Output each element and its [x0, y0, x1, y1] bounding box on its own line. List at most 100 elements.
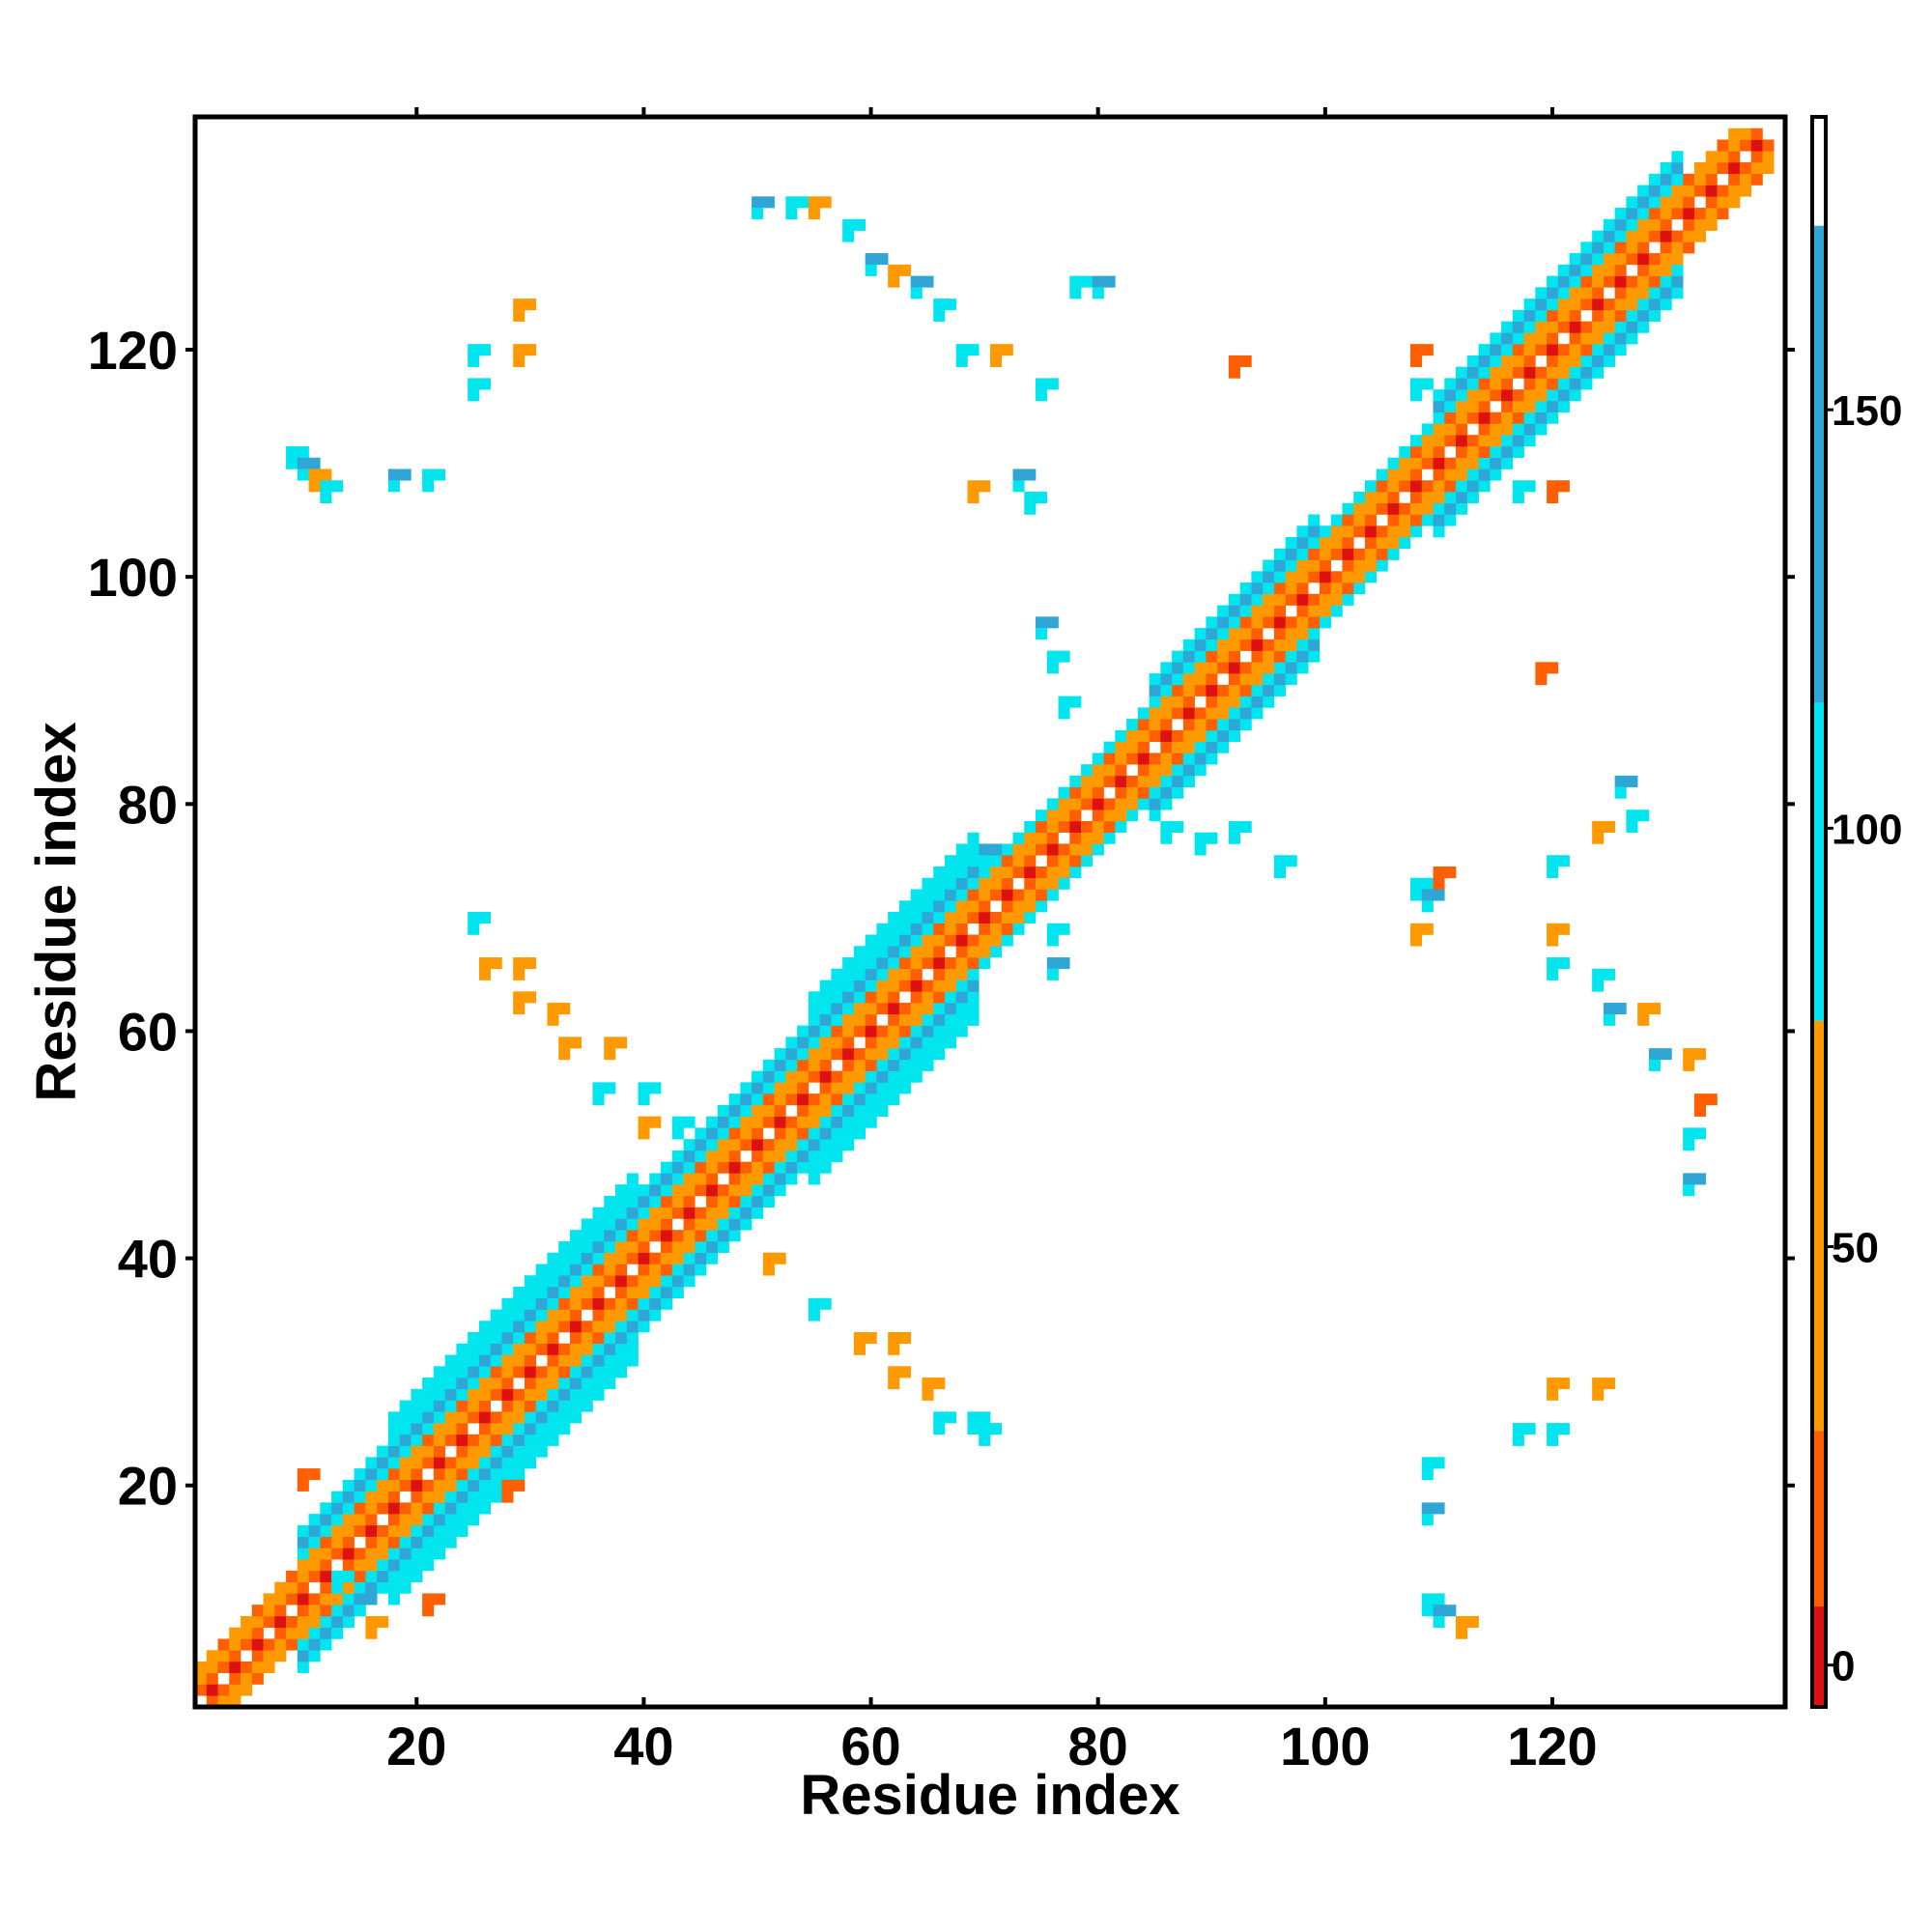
heatmap-cell: [955, 355, 968, 367]
heatmap-cell: [876, 957, 889, 970]
heatmap-cell: [1137, 729, 1150, 742]
heatmap-cell: [478, 1423, 491, 1435]
heatmap-cell: [979, 934, 991, 947]
heatmap-cell: [569, 1240, 582, 1254]
heatmap-cell: [558, 1309, 571, 1321]
heatmap-cell: [1683, 208, 1695, 220]
heatmap-cell: [649, 1082, 662, 1094]
heatmap-cell: [831, 1025, 843, 1037]
heatmap-cell: [626, 1286, 639, 1299]
heatmap-cell: [1285, 628, 1297, 640]
heatmap-cell: [320, 469, 332, 481]
heatmap-cell: [808, 1150, 820, 1162]
heatmap-cell: [1523, 366, 1536, 379]
heatmap-cell: [967, 843, 980, 856]
heatmap-cell: [411, 1423, 423, 1435]
heatmap-cell: [297, 1638, 309, 1651]
heatmap-cell: [626, 1354, 639, 1367]
heatmap-cell: [399, 1548, 412, 1560]
heatmap-cell: [433, 1491, 445, 1503]
heatmap-cell: [1399, 457, 1411, 469]
heatmap-cell: [922, 1003, 934, 1015]
heatmap-cell: [1547, 855, 1559, 867]
heatmap-cell: [888, 923, 900, 935]
heatmap-cell: [1001, 866, 1013, 879]
heatmap-cell: [331, 1581, 344, 1594]
heatmap-cell: [513, 1366, 526, 1378]
heatmap-cell: [728, 1127, 741, 1140]
heatmap-cell: [1512, 332, 1524, 345]
heatmap-cell: [468, 912, 480, 924]
heatmap-cell: [1172, 786, 1184, 799]
heatmap-cell: [217, 1661, 230, 1674]
heatmap-cell: [456, 1354, 469, 1367]
heatmap-cell: [411, 1434, 423, 1446]
heatmap-cell: [842, 1082, 855, 1094]
heatmap-cell: [1660, 196, 1672, 209]
heatmap-cell: [1206, 753, 1218, 765]
heatmap-cell: [547, 1343, 559, 1355]
heatmap-cell: [819, 1003, 832, 1015]
heatmap-cell: [1058, 820, 1070, 833]
heatmap-cell: [1637, 185, 1650, 197]
heatmap-cell: [1228, 707, 1240, 720]
heatmap-cell: [468, 355, 480, 367]
heatmap-cell: [661, 1184, 673, 1197]
heatmap-cell: [1660, 275, 1672, 288]
heatmap-cell: [490, 1343, 502, 1355]
heatmap-cell: [955, 968, 968, 980]
heatmap-cell: [898, 934, 911, 947]
heatmap-cell: [1523, 480, 1536, 493]
heatmap-cell: [524, 1309, 537, 1321]
heatmap-cell: [1490, 445, 1502, 459]
heatmap-cell: [365, 1524, 378, 1537]
heatmap-cell: [933, 1013, 946, 1026]
heatmap-cell: [615, 1343, 628, 1355]
heatmap-cell: [501, 1343, 514, 1355]
heatmap-cell: [1603, 321, 1615, 333]
heatmap-cell: [399, 1457, 412, 1469]
heatmap-cell: [1172, 764, 1184, 777]
heatmap-cell: [1523, 321, 1536, 333]
heatmap-cell: [1081, 775, 1094, 787]
heatmap-cell: [1330, 526, 1343, 538]
heatmap-cell: [411, 1445, 423, 1458]
heatmap-cell: [910, 1048, 923, 1061]
heatmap-cell: [1671, 185, 1684, 197]
heatmap-cell: [320, 1570, 332, 1582]
heatmap-cell: [1149, 753, 1161, 765]
heatmap-cell: [1456, 1615, 1468, 1628]
heatmap-cell: [342, 1524, 355, 1537]
heatmap-cell: [1285, 571, 1297, 583]
heatmap-cell: [1206, 650, 1218, 663]
heatmap-cell: [728, 1116, 741, 1128]
heatmap-cell: [1285, 593, 1297, 606]
heatmap-cell: [774, 1173, 786, 1185]
heatmap-cell: [1103, 275, 1116, 288]
heatmap-cell: [1750, 162, 1763, 175]
heatmap-cell: [604, 1207, 616, 1219]
heatmap-cell: [717, 1161, 729, 1174]
heatmap-cell: [569, 1378, 582, 1390]
heatmap-cell: [1444, 1605, 1457, 1617]
heatmap-cell: [1126, 786, 1139, 799]
heatmap-cell: [671, 1207, 684, 1219]
heatmap-cell: [1637, 287, 1650, 299]
heatmap-cell: [1137, 786, 1150, 799]
heatmap-cell: [638, 1218, 650, 1231]
heatmap-cell: [547, 1378, 559, 1390]
y-tick-label: 40: [118, 1229, 178, 1290]
heatmap-cell: [229, 1650, 242, 1662]
heatmap-cell: [695, 1240, 707, 1254]
heatmap-cell: [513, 355, 526, 367]
heatmap-cell: [1319, 559, 1332, 572]
heatmap-cell: [1273, 571, 1286, 583]
heatmap-cell: [797, 1037, 810, 1049]
heatmap-cell: [990, 843, 1003, 856]
heatmap-cell: [740, 1161, 753, 1174]
heatmap-cell: [922, 1388, 934, 1401]
heatmap-cell: [626, 1173, 639, 1185]
heatmap-cell: [876, 1048, 889, 1061]
heatmap-cell: [1466, 445, 1479, 459]
heatmap-cell: [365, 1559, 378, 1572]
